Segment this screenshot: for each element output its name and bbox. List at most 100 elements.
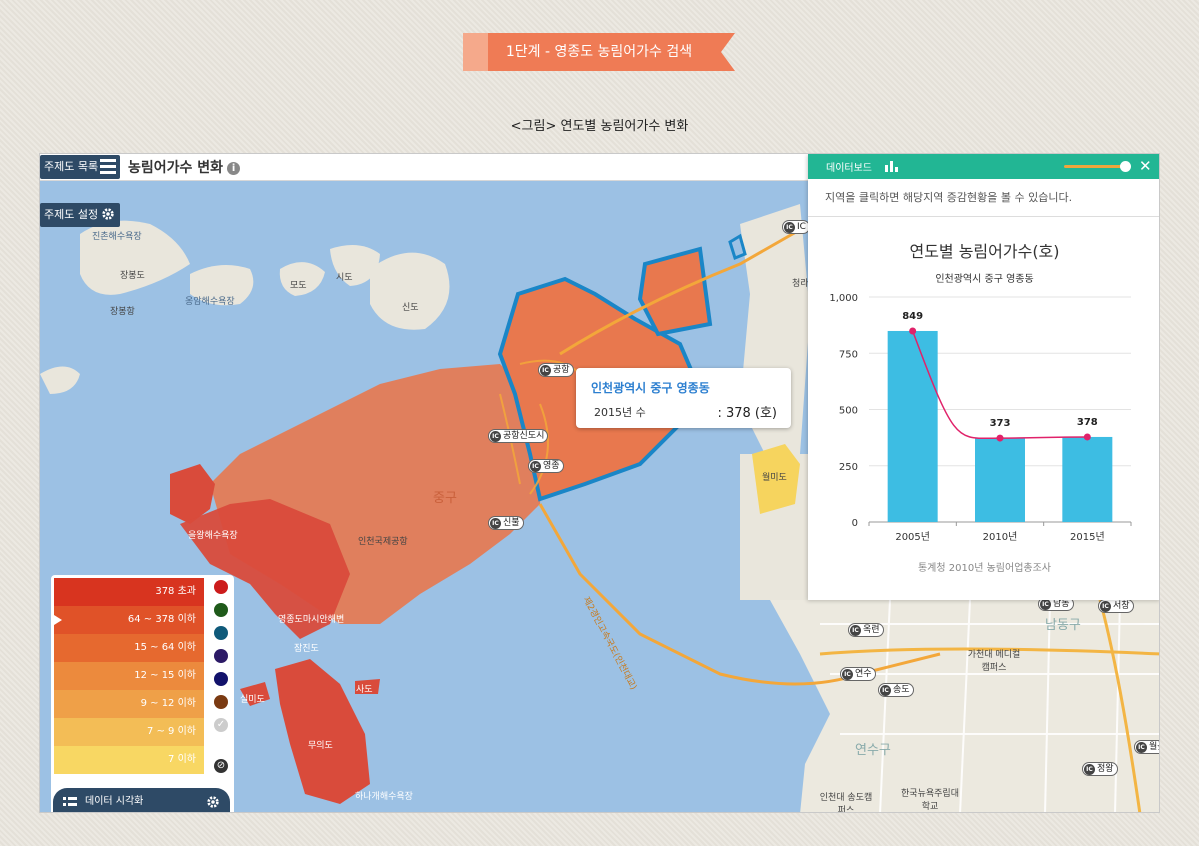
data-label: 849 [902, 311, 923, 322]
ic-badge: IC 옥련 [848, 623, 884, 637]
map-label-ku-college: 한국뉴욕주립대학교 [901, 789, 959, 812]
legend-row[interactable]: 15 ~ 64 이하 [54, 634, 204, 662]
color-swatches: ✓ [214, 580, 228, 732]
info-icon[interactable]: i [227, 162, 241, 175]
y-tick-label: 0 [852, 518, 858, 529]
map-label-airport: 인천국제공항 [358, 537, 408, 547]
theme-list-button[interactable]: 주제도 목록 [40, 155, 120, 179]
map-label-yeonsu: 연수구 [855, 743, 891, 758]
x-tick-label: 2005년 [895, 531, 930, 543]
step-banner: 1단계 - 영종도 농림어가수 검색 [463, 33, 735, 71]
map-label-modo: 모도 [290, 281, 307, 291]
chart-source: 통계청 2010년 농림어업총조사 [917, 563, 1051, 574]
ic-badge: IC IC [782, 220, 810, 234]
ic-badge: IC 정왕 [1082, 762, 1118, 776]
ic-badge: IC 송도 [878, 683, 914, 697]
map-label-silmido: 실미도 [240, 695, 265, 705]
data-label: 373 [990, 418, 1011, 429]
map-label-jung-gu: 중구 [433, 491, 457, 506]
slider-handle[interactable] [1120, 161, 1131, 172]
map-label-hanagae: 하나개해수욕장 [355, 792, 413, 802]
x-tick-label: 2015년 [1070, 531, 1105, 543]
map-title-text: 농림어가수 변화 [128, 160, 224, 176]
map-label-jangbong-port: 장봉항 [110, 307, 135, 317]
region-tooltip: 인천광역시 중구 영종동 2015년 수 : 378 (호) [576, 368, 791, 428]
check-icon[interactable]: ✓ [214, 718, 228, 732]
color-swatch[interactable] [214, 626, 228, 640]
legend-row[interactable]: 7 이하 [54, 746, 204, 774]
gear-icon[interactable] [206, 795, 220, 809]
bar [1062, 436, 1113, 522]
map-label-sido: 시도 [336, 273, 353, 283]
legend-row[interactable]: 9 ~ 12 이하 [54, 690, 204, 718]
map-label-jamjindo: 잠진도 [294, 644, 319, 654]
ic-badge: IC월곶 [1134, 740, 1159, 754]
bar-chart-icon [885, 161, 898, 172]
banner-tab [463, 33, 488, 71]
x-tick-label: 2010년 [983, 531, 1018, 543]
dashboard-header: 데이터보드 ✕ [808, 154, 1159, 179]
color-swatch[interactable] [214, 672, 228, 686]
map-toolbar: 주제도 목록 농림어가수 변화 i [40, 154, 808, 181]
dashboard-title: 데이터보드 [826, 163, 872, 174]
y-tick-label: 500 [839, 406, 858, 417]
banner-ribbon-tail [709, 33, 735, 71]
ic-badge: IC 영종 [528, 459, 564, 473]
line-point [996, 434, 1004, 442]
y-tick-label: 1,000 [829, 293, 858, 304]
tooltip-key: 2015년 수 [594, 406, 646, 419]
map-label-cheongna: 청라 [792, 279, 809, 289]
map-label-incheon-univ: 인천대 송도캠퍼스 [819, 793, 873, 813]
map-label-jangbongdo: 장봉도 [120, 271, 145, 281]
data-visualization-button[interactable]: 데이터 시각화 [53, 788, 230, 812]
gear-icon [102, 208, 114, 220]
map-label-muuido: 무의도 [308, 741, 333, 751]
banner-label: 1단계 - 영종도 농림어가수 검색 [488, 33, 710, 71]
color-swatch[interactable] [214, 695, 228, 709]
map-label-gachondae: 가천대 메디컬캠퍼스 [967, 650, 1021, 673]
map-label-ongam: 옹암해수욕장 [185, 297, 235, 307]
legend-rows: 378 초과 64 ~ 378 이하 15 ~ 64 이하 12 ~ 15 이하… [54, 578, 204, 774]
line-point [1083, 433, 1091, 441]
legend-panel: 378 초과 64 ~ 378 이하 15 ~ 64 이하 12 ~ 15 이하… [51, 575, 234, 812]
legend-row[interactable]: 7 ~ 9 이하 [54, 718, 204, 746]
ic-badge: IC 연수 [840, 667, 876, 681]
map-frame[interactable]: 진촌해수욕장 장봉도 장봉항 옹암해수욕장 모도 시도 신도 중구 인천국제공항… [39, 153, 1160, 813]
theme-settings-label: 주제도 설정 [44, 208, 99, 221]
ic-badge: IC 공항신도시 [488, 429, 549, 443]
y-tick-label: 750 [839, 349, 858, 360]
theme-settings-button[interactable]: 주제도 설정 [40, 203, 120, 227]
no-icon[interactable]: ⊘ [214, 759, 228, 773]
bar [887, 330, 938, 522]
dashboard-note: 지역을 클릭하면 해당지역 증감현황을 볼 수 있습니다. [808, 179, 1159, 217]
ic-badge: IC 공항 [538, 363, 574, 377]
map-label-marina: 영종도마시안해변 [278, 615, 345, 625]
map-label-sindo: 신도 [402, 303, 419, 313]
legend-row-selected[interactable]: 64 ~ 378 이하 [54, 606, 204, 634]
list-icon [63, 797, 77, 806]
viz-button-label: 데이터 시각화 [85, 796, 144, 807]
color-swatch[interactable] [214, 649, 228, 663]
color-swatch[interactable] [214, 580, 228, 594]
close-icon[interactable]: ✕ [1139, 157, 1152, 175]
chart-subtitle: 인천광역시 중구 영종동 [935, 274, 1034, 285]
menu-icon [100, 159, 116, 175]
tooltip-region: 인천광역시 중구 영종동 [591, 381, 710, 395]
legend-row[interactable]: 12 ~ 15 이하 [54, 662, 204, 690]
series-line [911, 330, 1088, 440]
map-label-yeongjong-beach: 을왕해수욕장 [188, 531, 238, 541]
ic-badge: IC 신불 [488, 516, 524, 530]
data-label: 378 [1077, 417, 1098, 428]
bar [975, 438, 1025, 522]
map-label-beach: 진촌해수욕장 [92, 232, 142, 242]
figure-caption: <그림> 연도별 농림어가수 변화 [510, 119, 689, 134]
legend-row[interactable]: 378 초과 [54, 578, 204, 606]
chart-title: 연도별 농림어가수(호) [909, 242, 1060, 261]
opacity-slider[interactable] [1064, 165, 1124, 168]
map-label-namdong: 남동구 [1045, 618, 1081, 633]
theme-list-label: 주제도 목록 [44, 160, 99, 173]
tooltip-value: : 378 (호) [717, 406, 777, 421]
ic-badge: IC 서창 [1098, 599, 1134, 613]
map-label-wolmido: 월미도 [762, 473, 787, 483]
color-swatch[interactable] [214, 603, 228, 617]
